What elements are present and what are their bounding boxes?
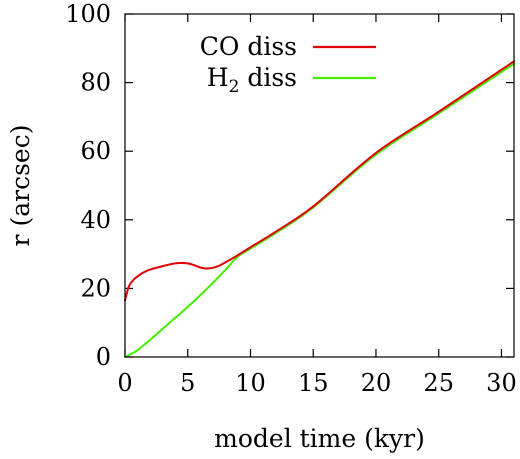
y-axis-label: r (arcsec) bbox=[6, 125, 35, 247]
plot-frame bbox=[124, 13, 515, 358]
y-tick-label: 20 bbox=[80, 274, 111, 302]
series-layer bbox=[124, 60, 515, 358]
legend-h2-base: H bbox=[207, 63, 229, 92]
legend-label-h2-diss: H2 diss bbox=[207, 63, 297, 97]
y-tick-label: 40 bbox=[80, 206, 111, 234]
series-line-co-diss bbox=[124, 60, 515, 302]
legend-label-co-diss: CO diss bbox=[200, 32, 297, 61]
ticks-layer bbox=[124, 13, 514, 358]
x-tick-label: 25 bbox=[423, 369, 454, 397]
x-axis-label: model time (kyr) bbox=[214, 424, 425, 453]
legend-h2-subscript: 2 bbox=[229, 77, 240, 97]
y-tick-label: 80 bbox=[80, 69, 111, 97]
x-tick-label: 10 bbox=[235, 369, 266, 397]
x-tick-label: 30 bbox=[486, 369, 517, 397]
y-tick-label: 100 bbox=[65, 0, 111, 28]
x-tick-label: 5 bbox=[180, 369, 195, 397]
x-tick-label: 20 bbox=[361, 369, 392, 397]
y-tick-label: 60 bbox=[80, 137, 111, 165]
x-tick-label: 0 bbox=[117, 369, 132, 397]
tick-labels-layer: 0 5 10 15 20 25 30 0 20 40 60 80 100 bbox=[65, 0, 517, 397]
x-tick-label: 15 bbox=[298, 369, 329, 397]
series-line-h2-diss bbox=[124, 62, 515, 358]
y-tick-label: 0 bbox=[96, 343, 111, 371]
legend-h2-suffix: diss bbox=[239, 63, 297, 92]
legend: CO diss H2 diss bbox=[200, 32, 376, 97]
